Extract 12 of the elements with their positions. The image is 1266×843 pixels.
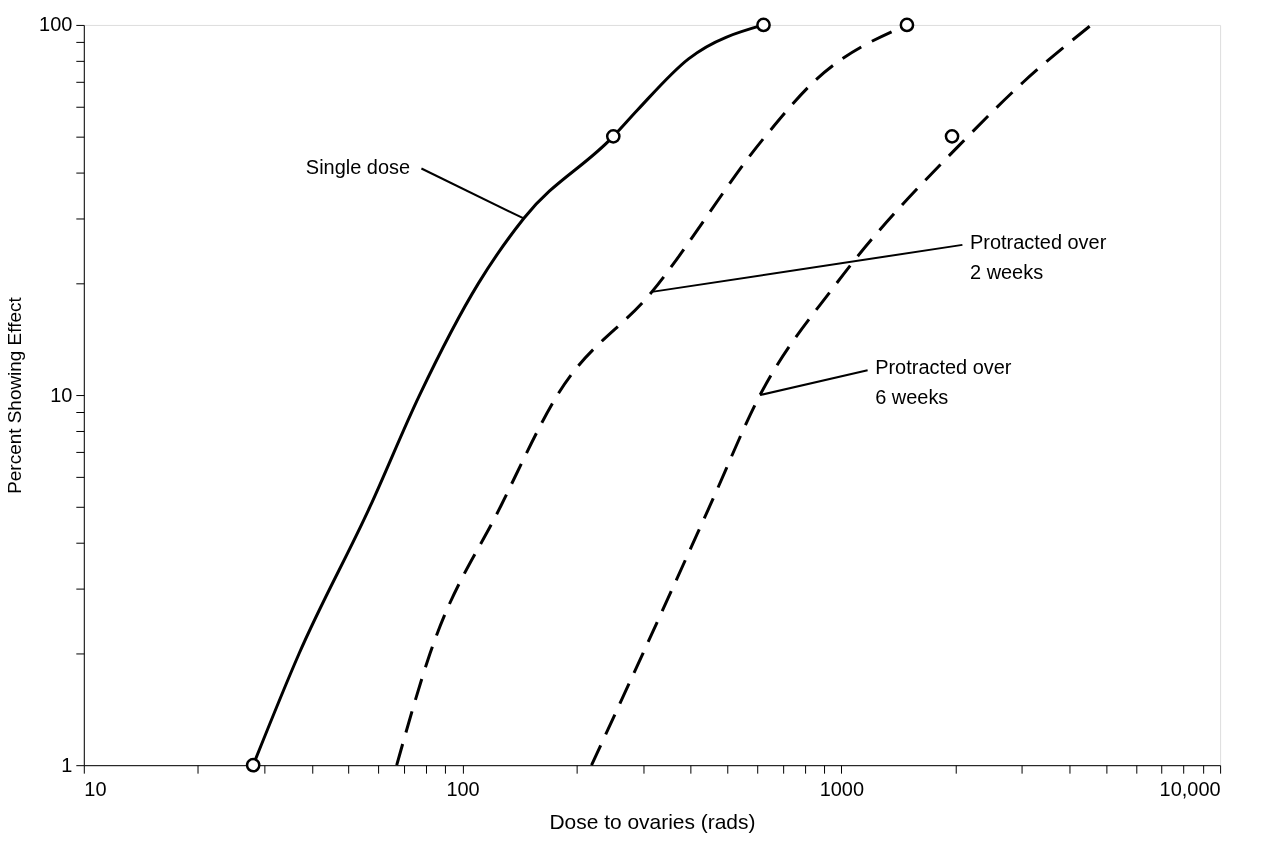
y-tick-label: 10 (50, 383, 73, 406)
y-tick-label: 1 (61, 753, 73, 776)
x-tick-label: 1000 (819, 777, 865, 800)
annotation: Protracted over 6 weeks (875, 356, 1012, 409)
x-tick-label: 10 (84, 777, 107, 800)
x-tick-label: 10,000 (1159, 777, 1221, 800)
x-tick-label: 100 (446, 777, 480, 800)
annotation: Single dose (305, 156, 411, 179)
x-axis-title: Dose to ovaries (rads) (549, 809, 756, 833)
y-tick-label: 100 (39, 13, 73, 36)
y-axis-title: Percent Showing Effect (4, 296, 26, 494)
annotation: Protracted over 2 weeks (970, 230, 1107, 283)
